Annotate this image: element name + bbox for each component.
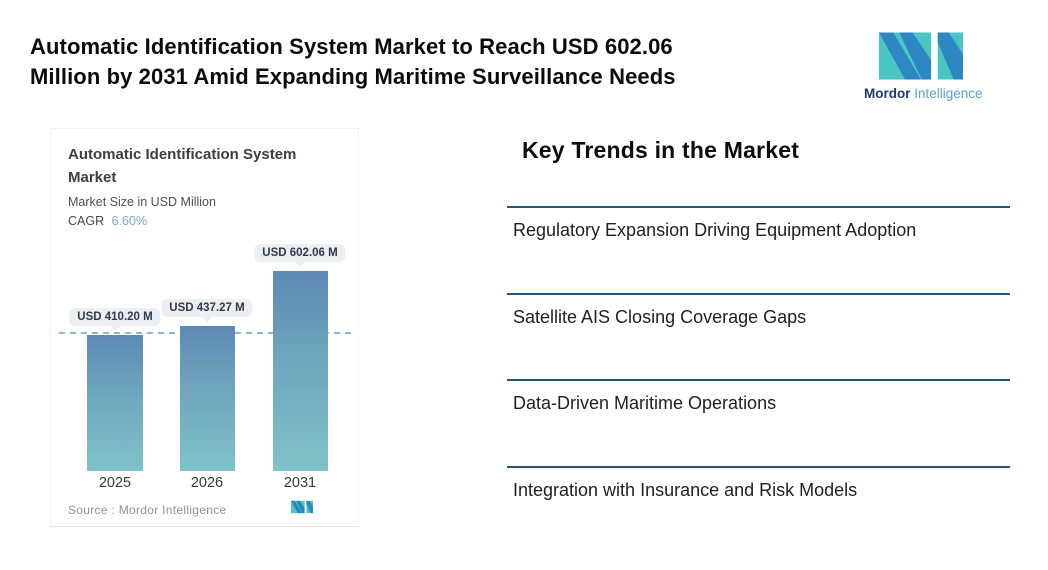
headline: Automatic Identification System Market t…	[30, 32, 676, 92]
key-trends-heading: Key Trends in the Market	[522, 137, 800, 163]
trend-item-label: Integration with Insurance and Risk Mode…	[513, 480, 858, 500]
headline-line-2: Million by 2031 Amid Expanding Maritime …	[30, 64, 676, 89]
chart-title-line-2: Market	[68, 169, 117, 186]
value-label-2025: USD 410.20 M	[69, 308, 161, 326]
bar-2031	[273, 271, 328, 471]
source-attribution: Source : Mordor Intelligence	[68, 503, 227, 517]
chart-subtitle: Market Size in USD Million	[68, 195, 216, 209]
x-tick-2026: 2026	[190, 475, 224, 491]
value-label-2031: USD 602.06 M	[254, 244, 346, 262]
x-tick-2025: 2025	[98, 475, 132, 491]
value-label-2026: USD 437.27 M	[161, 299, 253, 317]
bar-2025	[87, 335, 143, 471]
logo-text-mordor: Mordor	[864, 86, 911, 101]
trend-item-regulatory-expansion: Regulatory Expansion Driving Equipment A…	[507, 206, 1010, 241]
chart-title: Automatic Identification System Market	[68, 143, 348, 189]
mordor-logo-icon	[879, 32, 963, 80]
cagr-value: 6.60%	[111, 214, 148, 228]
cagr-row: CAGR 6.60%	[68, 214, 348, 228]
bar-plot-area: USD 410.20 M USD 437.27 M USD 602.06 M	[59, 244, 353, 471]
trend-item-satellite-ais: Satellite AIS Closing Coverage Gaps	[507, 293, 1010, 328]
x-tick-2031: 2031	[283, 475, 317, 491]
chart-header: Automatic Identification System Market M…	[68, 143, 348, 228]
trend-item-insurance-risk-models: Integration with Insurance and Risk Mode…	[507, 466, 1010, 501]
mordor-intelligence-logo: Mordor Intelligence	[864, 31, 983, 101]
logo-text-intelligence: Intelligence	[914, 86, 983, 101]
chart-title-line-1: Automatic Identification System	[68, 146, 297, 163]
market-chart-card: Automatic Identification System Market M…	[50, 128, 359, 527]
headline-line-1: Automatic Identification System Market t…	[30, 34, 673, 59]
trend-item-label: Data-Driven Maritime Operations	[513, 393, 777, 413]
trend-item-label: Satellite AIS Closing Coverage Gaps	[513, 307, 807, 327]
bar-2026	[180, 326, 235, 471]
trend-item-data-driven-operations: Data-Driven Maritime Operations	[507, 379, 1010, 414]
logo-wordmark: Mordor Intelligence	[864, 86, 983, 101]
cagr-label: CAGR	[68, 214, 105, 228]
mordor-logo-mini-icon	[291, 500, 313, 514]
trend-item-label: Regulatory Expansion Driving Equipment A…	[513, 220, 917, 240]
